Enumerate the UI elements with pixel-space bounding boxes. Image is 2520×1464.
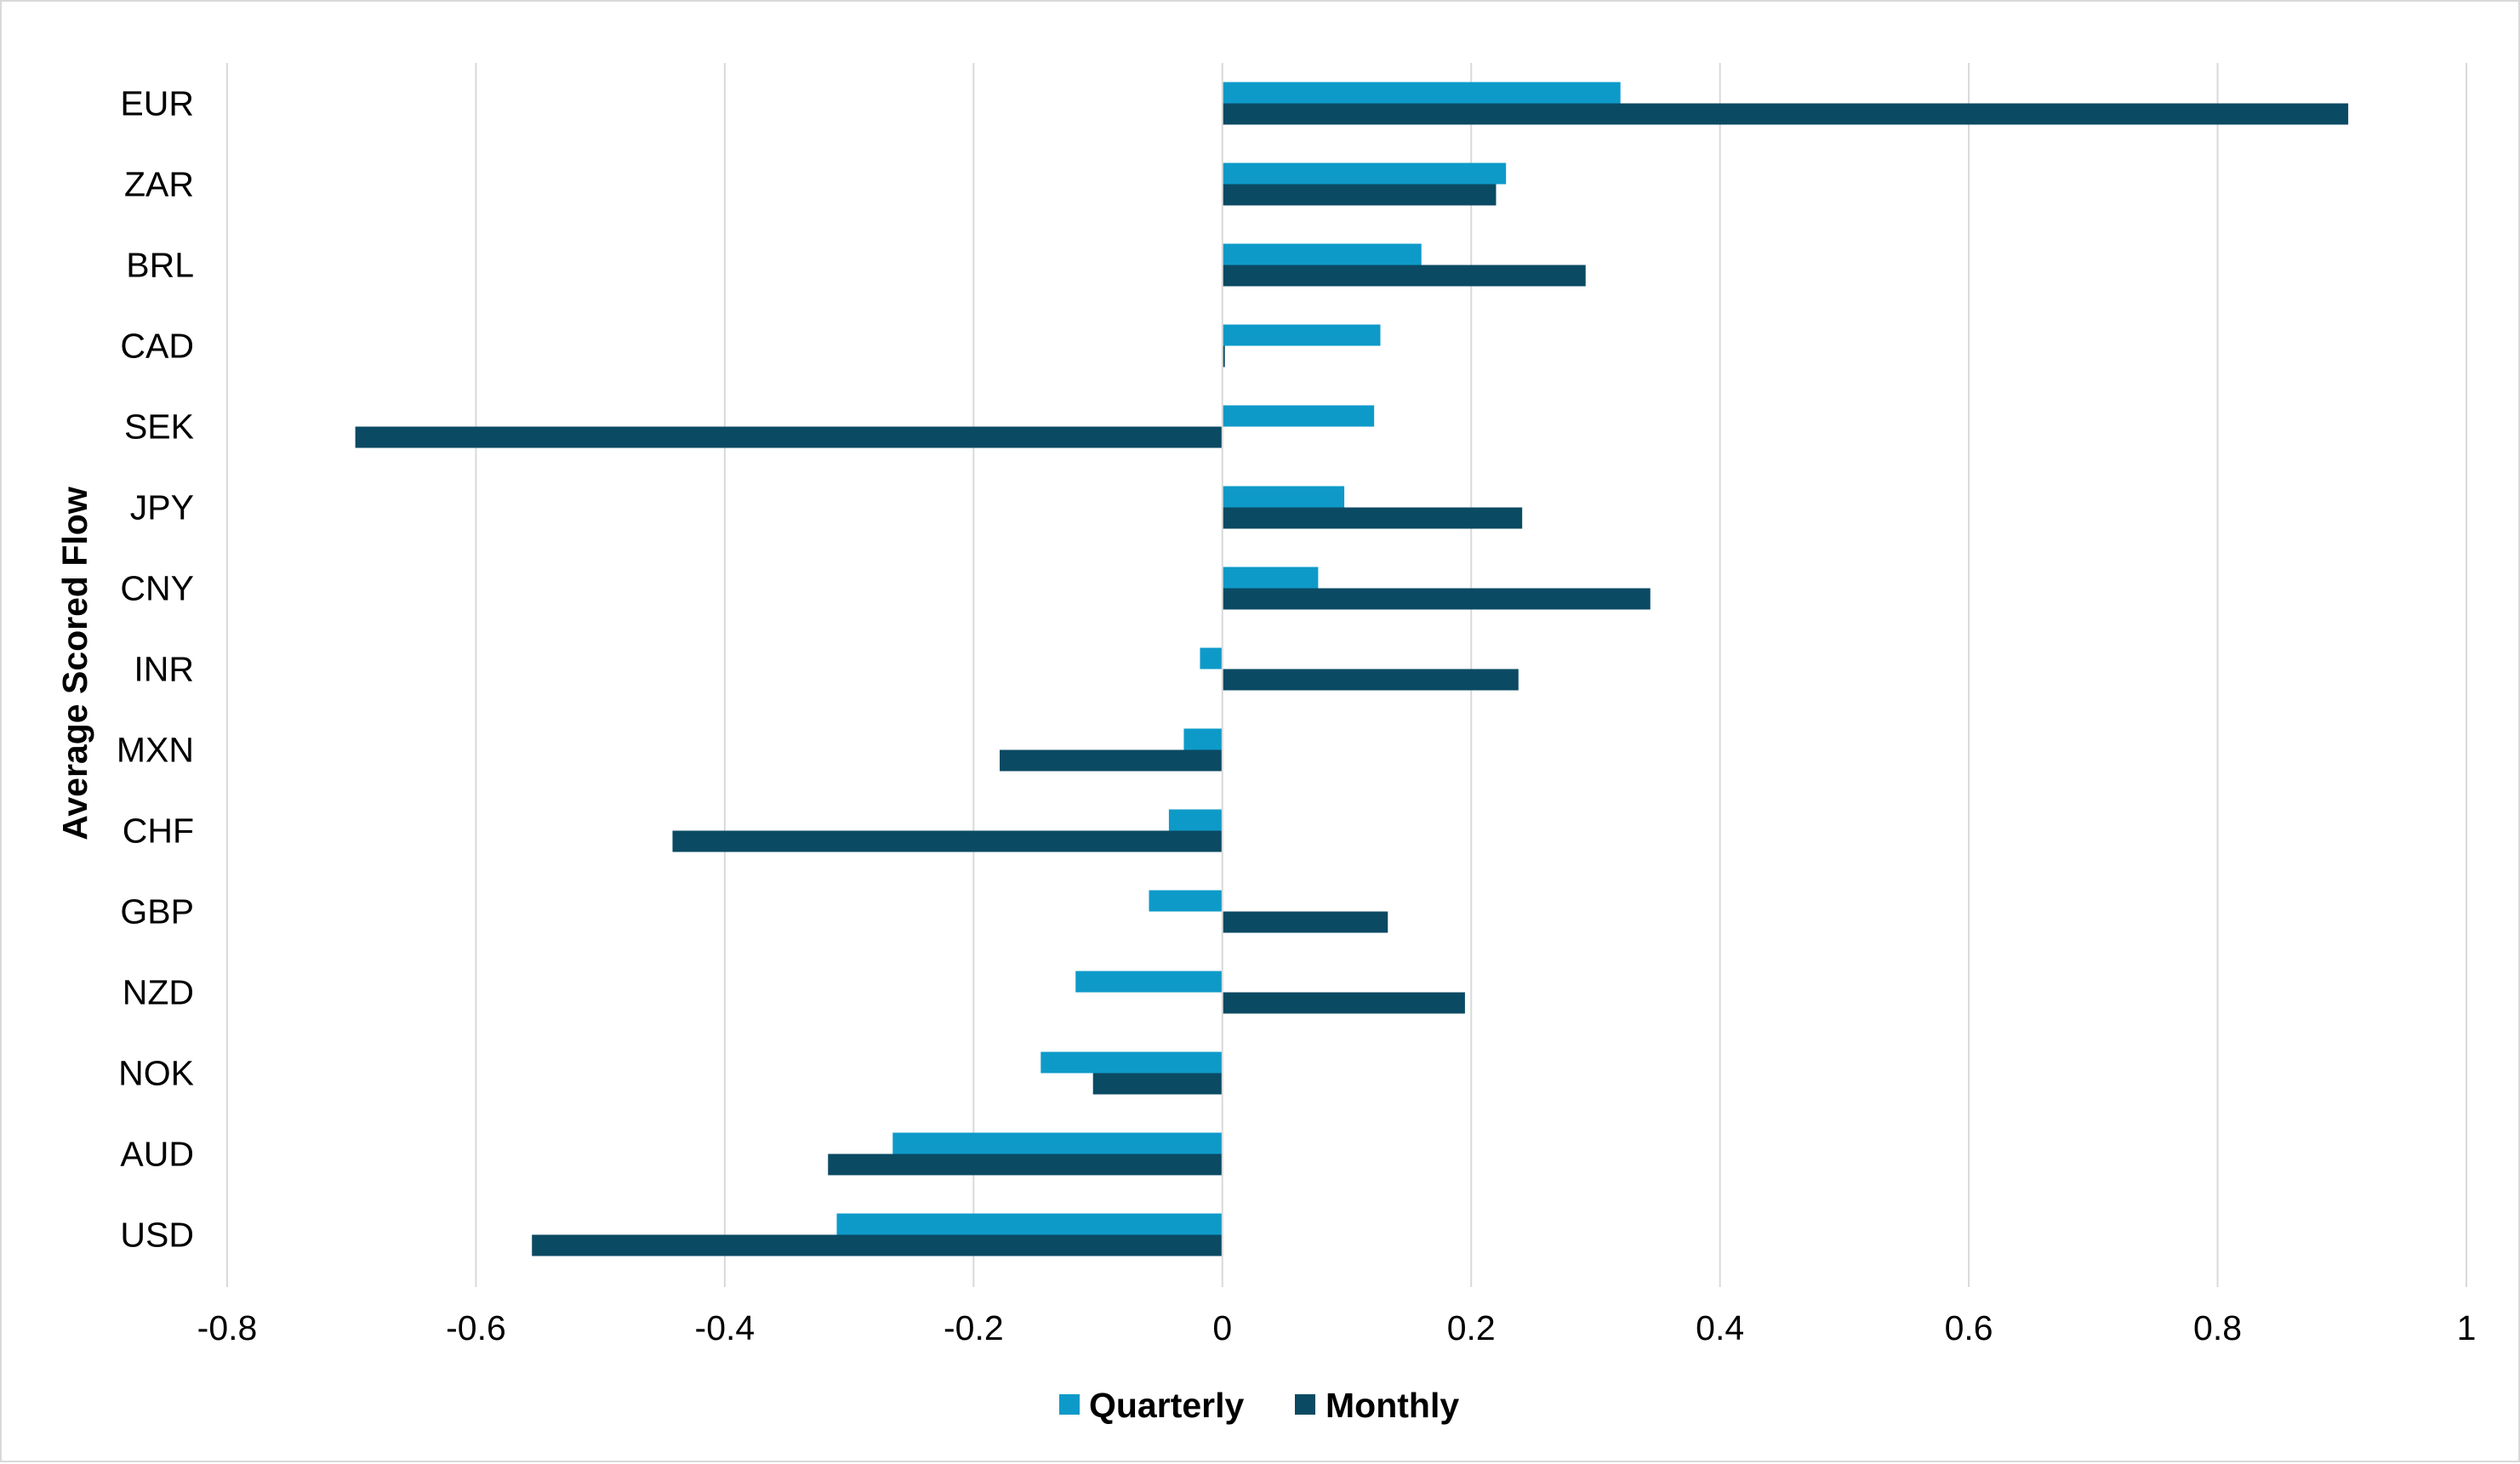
category-label: INR [134,650,194,689]
bars [355,82,2349,1256]
x-tick-label: 1 [2457,1308,2477,1347]
category-label: SEK [124,407,194,447]
category-label: AUD [120,1135,194,1174]
bar-quarterly-cny [1222,567,1319,589]
category-label: USD [120,1216,194,1255]
category-label: ZAR [124,165,194,204]
x-tick-label: 0.2 [1447,1308,1496,1347]
legend-item-monthly: Monthly [1295,1386,1459,1425]
legend-label: Quarterly [1089,1386,1244,1425]
bar-quarterly-sek [1222,405,1375,427]
category-label: NOK [118,1054,194,1093]
bar-monthly-cad [1222,345,1225,367]
category-label: NZD [123,973,194,1012]
bar-monthly-gbp [1222,911,1388,933]
bar-monthly-inr [1222,669,1519,691]
bar-monthly-sek [355,426,1223,448]
bar-monthly-zar [1222,184,1497,206]
legend-item-quarterly: Quarterly [1059,1386,1244,1425]
category-label: MXN [117,731,194,770]
x-tick-label: -0.4 [695,1308,755,1347]
bar-quarterly-zar [1222,162,1507,185]
category-label: CNY [120,569,194,608]
category-label: CAD [120,327,194,366]
category-label: EUR [120,84,194,123]
bar-quarterly-chf [1168,809,1223,831]
x-tick-labels: -0.8 -0.6 -0.4 -0.2 0 0.2 0.4 0.6 0.8 1 [197,1308,2477,1347]
bar-quarterly-nok [1040,1051,1223,1074]
x-tick-label: 0.6 [1945,1308,1993,1347]
bar-quarterly-gbp [1149,890,1223,912]
legend-swatch [1295,1394,1315,1415]
x-tick-label: -0.6 [446,1308,506,1347]
bar-quarterly-jpy [1222,486,1345,508]
bar-monthly-mxn [1000,749,1223,772]
x-tick-label: 0 [1212,1308,1232,1347]
x-tick-label: 0.8 [2193,1308,2242,1347]
x-tick-label: -0.8 [197,1308,258,1347]
bar-monthly-jpy [1222,507,1523,529]
bar-monthly-nok [1092,1073,1223,1095]
category-label: CHF [123,812,194,851]
bar-monthly-usd [532,1234,1223,1256]
bar-monthly-brl [1222,265,1586,287]
x-tick-label: 0.4 [1696,1308,1744,1347]
legend-swatch [1059,1394,1080,1415]
category-label: JPY [130,488,194,527]
bar-quarterly-brl [1222,243,1422,265]
bar-monthly-eur [1222,103,2349,125]
x-tick-label: -0.2 [944,1308,1004,1347]
bar-quarterly-eur [1222,82,1621,104]
bar-quarterly-cad [1222,324,1381,346]
bar-monthly-cny [1222,588,1651,610]
bar-quarterly-inr [1200,647,1223,669]
bar-quarterly-mxn [1183,728,1223,750]
category-label: BRL [126,246,194,285]
bar-monthly-chf [672,830,1223,852]
category-labels: EUR ZAR BRL CAD SEK JPY CNY INR MXN CHF GBP NZD NOK A… [117,84,194,1255]
bar-quarterly-aud [892,1132,1223,1154]
bar-monthly-nzd [1222,992,1465,1014]
legend: Quarterly Monthly [1059,1386,1459,1425]
y-axis-title: Average Scored Flow [55,487,94,840]
category-label: GBP [120,892,194,931]
bar-quarterly-usd [836,1213,1223,1235]
bar-monthly-aud [828,1154,1223,1176]
legend-label: Monthly [1326,1386,1459,1425]
bar-quarterly-nzd [1075,971,1223,993]
